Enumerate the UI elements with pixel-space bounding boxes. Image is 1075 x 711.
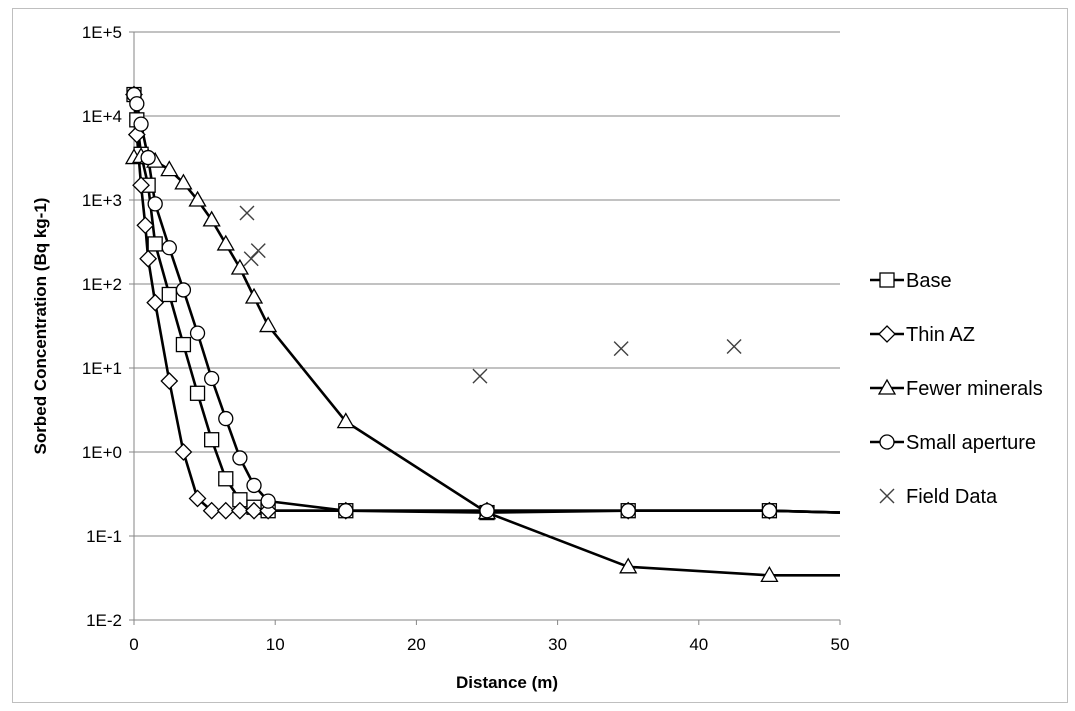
data-point-base (218, 471, 234, 487)
x-tick-label: 30 (548, 635, 567, 654)
data-point-small-aperture (129, 96, 145, 112)
data-point-small-aperture (620, 503, 636, 519)
x-axis-title: Distance (m) (456, 673, 558, 692)
data-point-fewer-minerals (619, 557, 638, 574)
data-point-small-aperture (338, 503, 354, 519)
data-point-small-aperture (204, 370, 220, 387)
x-tick-label: 50 (831, 635, 850, 654)
x-tick-label: 0 (129, 635, 138, 654)
data-point-small-aperture (218, 410, 234, 427)
data-point-small-aperture (133, 116, 149, 132)
data-point-thin-az (174, 443, 193, 461)
data-point-thin-az (146, 293, 165, 312)
data-point-thin-az (245, 501, 263, 520)
data-point-small-aperture (246, 477, 262, 494)
y-tick-label: 1E+5 (82, 23, 122, 42)
data-point-small-aperture (147, 196, 163, 212)
y-tick-label: 1E+2 (82, 275, 122, 294)
legend-marker-field-data (879, 488, 895, 504)
data-point-thin-az (202, 501, 221, 520)
data-point-fewer-minerals (202, 210, 221, 227)
data-point-thin-az (136, 216, 155, 235)
y-tick-label: 1E+3 (82, 191, 122, 210)
data-point-thin-az (216, 501, 235, 520)
data-point-base (204, 432, 220, 448)
data-point-fewer-minerals (760, 566, 779, 583)
data-point-fewer-minerals (336, 412, 355, 429)
data-point-thin-az (160, 372, 179, 390)
data-point-small-aperture (161, 240, 177, 256)
legend-label-field-data: Field Data (906, 486, 998, 508)
x-tick-label: 20 (407, 635, 426, 654)
data-point-base (147, 236, 163, 252)
legend-marker-fewer-minerals (877, 378, 897, 395)
series-line-base (132, 94, 841, 514)
data-point-fewer-minerals (216, 234, 235, 251)
chart-frame (12, 8, 1068, 703)
y-tick-label: 1E-2 (86, 611, 122, 630)
data-point-thin-az (188, 489, 207, 508)
y-tick-label: 1E+0 (82, 443, 122, 462)
legend-label-base: Base (906, 270, 952, 292)
data-point-small-aperture (232, 450, 248, 466)
data-point-small-aperture (175, 282, 192, 298)
legend-label-fewer-minerals: Fewer minerals (906, 378, 1043, 400)
y-tick-label: 1E+1 (82, 359, 122, 378)
y-axis-title: Sorbed Concentration (Bq kg-1) (31, 198, 50, 455)
data-point-field-data (613, 341, 629, 357)
data-point-fewer-minerals (259, 316, 278, 333)
legend-marker-base (879, 272, 895, 288)
data-point-base (161, 286, 177, 303)
data-point-field-data (472, 368, 488, 384)
data-point-fewer-minerals (188, 190, 207, 207)
data-point-field-data (250, 243, 266, 259)
x-tick-label: 40 (689, 635, 708, 654)
data-point-thin-az (132, 176, 150, 195)
data-point-field-data (243, 251, 259, 267)
legend-label-thin-az: Thin AZ (906, 324, 975, 346)
data-point-fewer-minerals (230, 258, 250, 275)
legend-label-small-aperture: Small aperture (906, 432, 1036, 454)
x-tick-label: 10 (266, 635, 285, 654)
data-point-small-aperture (479, 503, 495, 519)
data-point-base (189, 385, 206, 401)
data-point-small-aperture (140, 149, 156, 166)
series-line-thin-az (132, 94, 841, 514)
data-point-fewer-minerals (174, 173, 193, 190)
data-point-thin-az (139, 249, 158, 268)
y-tick-label: 1E+4 (82, 107, 122, 126)
data-point-thin-az (230, 501, 249, 520)
data-point-small-aperture (761, 503, 778, 519)
series-line-small-aperture (132, 94, 841, 514)
data-point-field-data (726, 339, 742, 355)
data-point-small-aperture (189, 325, 206, 341)
data-point-small-aperture (260, 493, 276, 509)
data-point-fewer-minerals (160, 160, 179, 177)
data-point-base (175, 336, 192, 353)
y-tick-label: 1E-1 (86, 527, 122, 546)
data-point-fewer-minerals (244, 287, 264, 304)
legend-marker-small-aperture (879, 434, 895, 450)
legend-marker-thin-az (878, 325, 896, 343)
data-point-field-data (239, 205, 255, 221)
